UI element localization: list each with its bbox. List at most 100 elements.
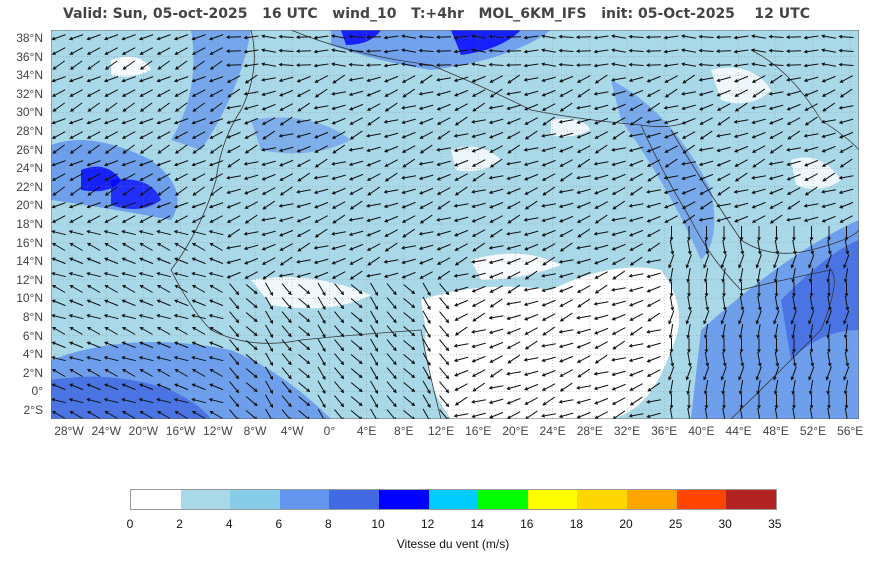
- wind-arrow: [524, 340, 538, 350]
- wind-arrow: [173, 272, 189, 278]
- wind-arrow: [104, 186, 118, 196]
- wind-arrow: [575, 35, 592, 40]
- wind-arrow: [69, 47, 83, 55]
- wind-arrow: [755, 310, 762, 325]
- wind-arrow: [541, 343, 556, 348]
- wind-arrow: [558, 272, 574, 279]
- wind-arrow: [489, 145, 503, 153]
- wind-arrow: [348, 230, 364, 237]
- wind-arrow: [454, 313, 468, 321]
- wind-arrow: [576, 258, 591, 265]
- wind-arrow: [401, 34, 416, 39]
- wind-arrow: [52, 186, 65, 196]
- wind-arrow: [717, 116, 731, 126]
- wind-arrow: [229, 395, 240, 408]
- wind-arrow: [541, 34, 556, 39]
- colorbar-swatch: [527, 490, 578, 509]
- wind-arrow: [209, 186, 223, 196]
- wind-arrow: [331, 48, 346, 53]
- wind-arrow: [191, 326, 206, 335]
- wind-arrow: [69, 102, 83, 112]
- wind-arrow: [506, 371, 521, 376]
- wind-arrow: [576, 131, 591, 139]
- wind-arrow: [402, 228, 416, 238]
- wind-arrow: [386, 325, 397, 338]
- wind-arrow: [506, 301, 521, 306]
- wind-arrow: [139, 131, 153, 139]
- wind-arrow: [403, 396, 416, 407]
- wind-arrow: [669, 338, 674, 354]
- wind-arrows: [51, 34, 854, 419]
- wind-arrow: [350, 340, 363, 351]
- wind-arrow: [716, 146, 731, 153]
- wind-arrow: [523, 217, 539, 222]
- wind-arrow: [281, 367, 292, 380]
- wind-arrow: [825, 366, 832, 381]
- wind-arrow: [279, 159, 294, 167]
- wind-arrow: [757, 352, 762, 367]
- wind-arrow: [839, 158, 853, 168]
- wind-arrow: [722, 338, 726, 354]
- colorbar-tick-label: 2: [176, 517, 183, 531]
- wind-zone: [781, 240, 859, 360]
- wind-arrow: [262, 130, 276, 140]
- wind-arrow: [663, 188, 679, 195]
- wind-arrow: [559, 102, 573, 112]
- wind-arrow: [611, 173, 626, 181]
- wind-arrow: [365, 63, 382, 68]
- wind-arrow: [751, 175, 766, 180]
- wind-arrow: [334, 311, 345, 324]
- wind-arrow: [785, 35, 802, 40]
- wind-arrow: [103, 356, 119, 362]
- wind-arrow: [703, 254, 710, 269]
- wind-arrow: [173, 76, 189, 83]
- lon-tick-label: 0°: [323, 424, 336, 438]
- wind-arrow: [821, 75, 836, 83]
- wind-arrow: [738, 310, 745, 325]
- wind-arrow: [611, 357, 626, 362]
- wind-arrow: [366, 76, 381, 83]
- wind-arrow: [489, 298, 503, 308]
- wind-arrow: [453, 356, 469, 363]
- wind-arrow: [576, 285, 591, 293]
- wind-arrow: [436, 230, 451, 237]
- wind-arrow: [542, 396, 556, 406]
- wind-arrow: [439, 395, 450, 408]
- wind-arrow: [104, 383, 119, 391]
- wind-arrow: [488, 105, 504, 110]
- colorbar-swatch: [428, 490, 479, 509]
- wind-arrow: [716, 76, 731, 83]
- wind-arrow: [384, 75, 399, 83]
- wind-arrow: [278, 273, 294, 278]
- colorbar-swatch: [329, 490, 379, 509]
- wind-arrow: [687, 296, 692, 311]
- wind-arrow: [646, 229, 661, 237]
- wind-arrow: [722, 408, 726, 419]
- wind-arrow: [227, 228, 241, 238]
- wind-arrow: [418, 174, 434, 181]
- wind-arrow: [506, 341, 521, 349]
- wind-arrow: [733, 202, 749, 209]
- wind-arrow: [265, 380, 274, 395]
- wind-arrow: [506, 257, 521, 265]
- wind-arrow: [611, 103, 626, 111]
- wind-arrow: [646, 329, 661, 334]
- wind-arrow: [243, 244, 259, 251]
- wind-arrow: [402, 88, 416, 98]
- wind-arrow: [612, 130, 626, 140]
- wind-arrow: [453, 63, 469, 68]
- wind-arrow: [645, 49, 662, 54]
- wind-arrow: [720, 366, 727, 381]
- wind-arrow: [296, 89, 311, 97]
- colorbar-tick-label: 16: [520, 517, 534, 531]
- wind-arrow: [86, 368, 101, 377]
- wind-arrow: [334, 381, 345, 394]
- wind-arrow: [663, 49, 679, 54]
- colorbar-tick-label: 0: [126, 517, 134, 531]
- wind-arrow: [628, 203, 644, 208]
- wind-arrow: [121, 368, 136, 377]
- wind-arrow: [227, 158, 241, 168]
- wind-arrow: [821, 159, 836, 167]
- wind-arrow: [370, 408, 378, 419]
- wind-arrow: [332, 214, 346, 224]
